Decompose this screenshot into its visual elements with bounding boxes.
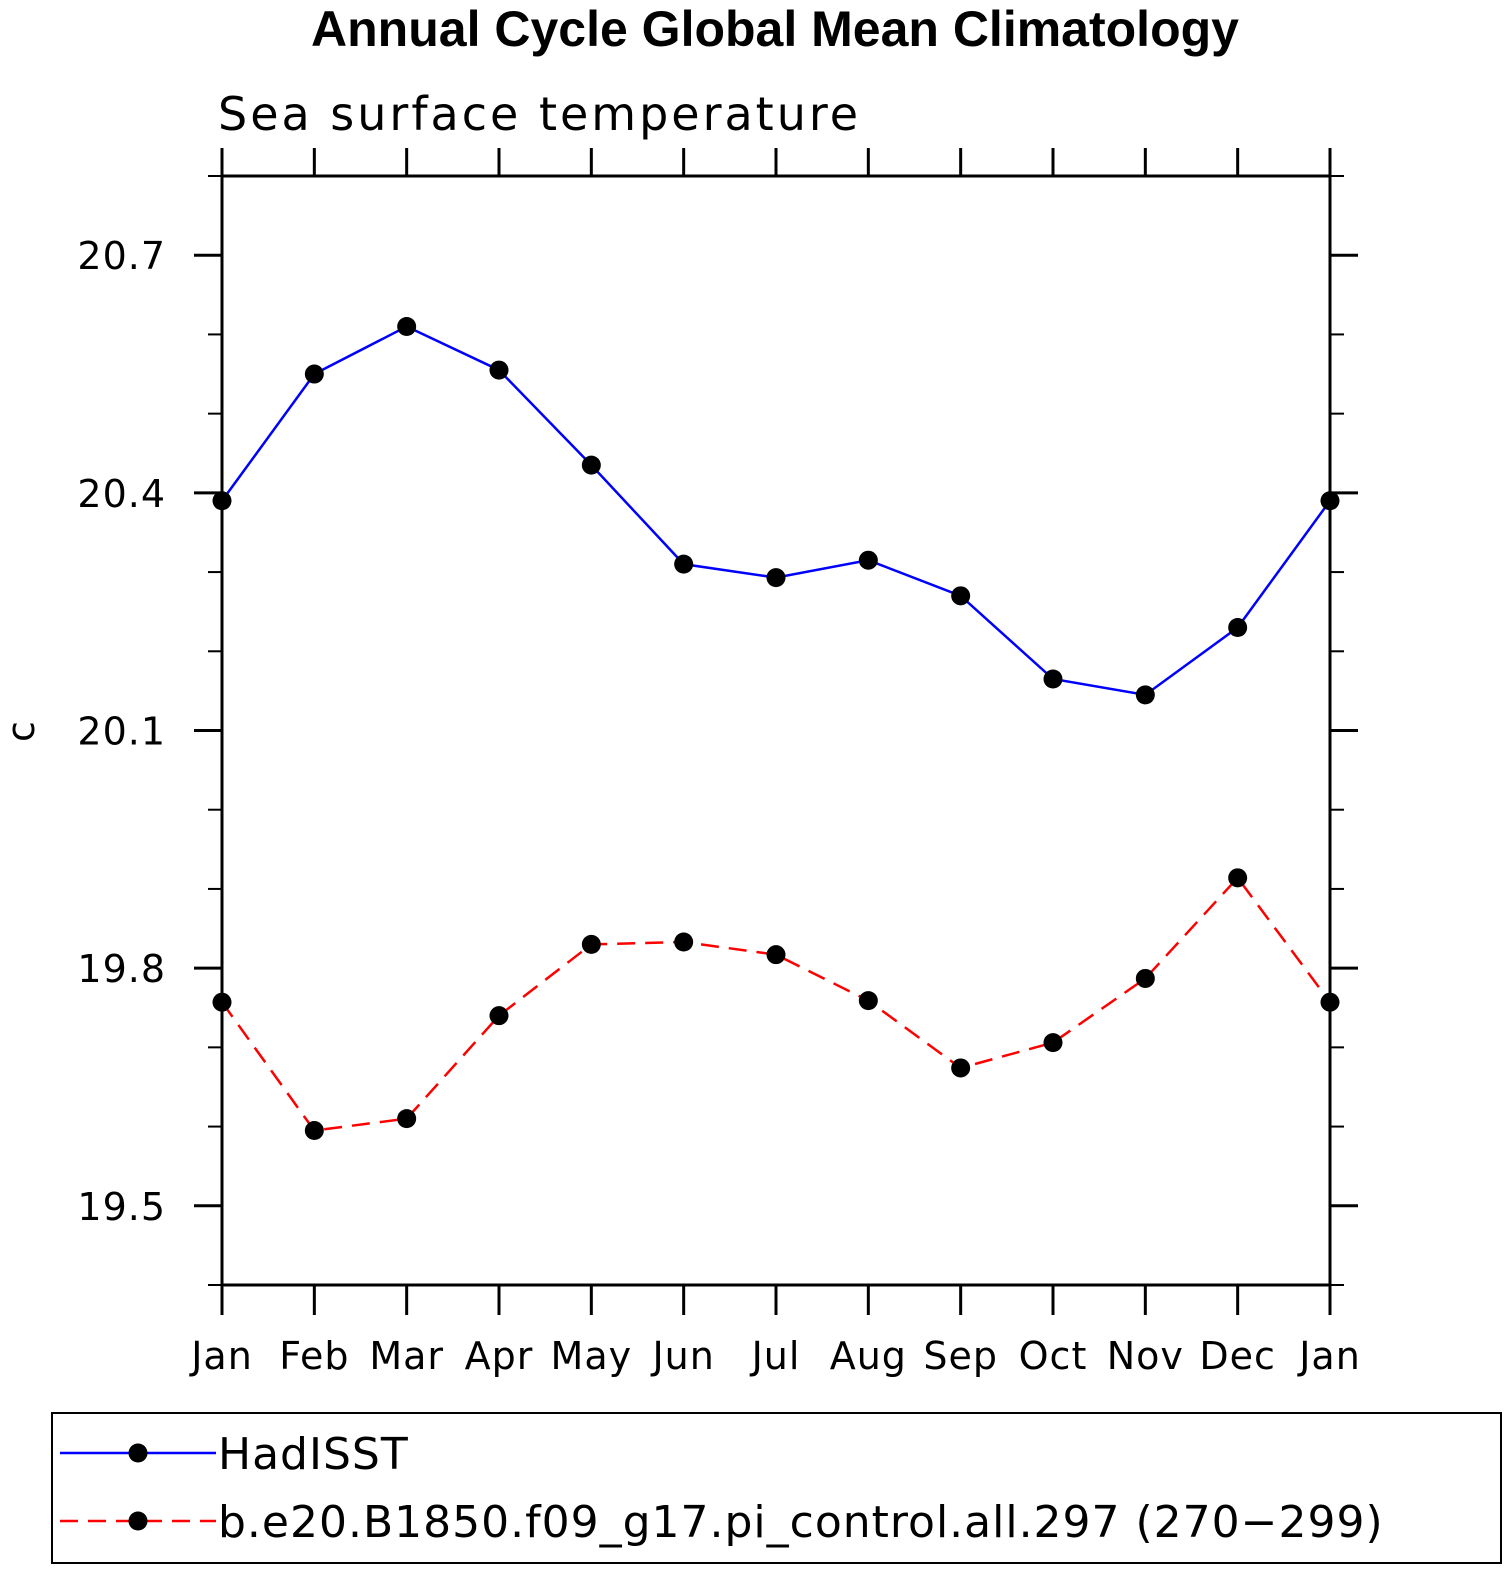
data-point <box>674 554 694 574</box>
y-tick-label: 19.8 <box>77 947 166 991</box>
data-point <box>766 945 786 965</box>
data-point <box>1320 491 1340 511</box>
data-point <box>858 991 878 1011</box>
data-point <box>858 550 878 570</box>
data-point <box>766 568 786 588</box>
x-tick-label: Jun <box>650 1334 714 1378</box>
plot-frame <box>220 174 1332 1287</box>
data-point <box>581 934 601 954</box>
x-tick-label: Aug <box>830 1334 907 1378</box>
data-point <box>212 491 232 511</box>
x-tick-label: Dec <box>1199 1334 1276 1378</box>
data-point <box>304 364 324 384</box>
x-tick-label: Sep <box>923 1334 998 1378</box>
data-point <box>397 317 417 337</box>
y-tick-label: 20.7 <box>77 234 166 278</box>
series-line-0 <box>220 325 1332 697</box>
series-layer <box>212 317 1340 1141</box>
y-tick-label: 20.4 <box>77 472 166 516</box>
data-point <box>1228 868 1248 888</box>
legend-label: HadISST <box>218 1429 409 1480</box>
data-point <box>1135 968 1155 988</box>
x-tick-label: Mar <box>369 1334 444 1378</box>
data-point <box>304 1121 324 1141</box>
x-tick-label: Jul <box>750 1334 801 1378</box>
x-tick-label: Jan <box>1297 1334 1361 1378</box>
legend-label: b.e20.B1850.f09_g17.pi_control.all.297 (… <box>218 1497 1384 1548</box>
data-point <box>489 360 509 380</box>
data-point <box>489 1006 509 1026</box>
legend-marker <box>128 1511 148 1531</box>
y-axis-label: C <box>0 720 43 742</box>
data-point <box>581 455 601 475</box>
data-point <box>951 1058 971 1078</box>
x-tick-label: May <box>551 1334 633 1378</box>
x-tick-label: Feb <box>279 1334 349 1378</box>
chart-subtitle: Sea surface temperature <box>218 87 861 141</box>
legend-marker <box>128 1443 148 1463</box>
data-point <box>1135 685 1155 705</box>
series-line-1 <box>220 875 1332 1132</box>
legend: HadISST b.e20.B1850.f09_g17.pi_control.al… <box>60 1429 1384 1548</box>
data-point <box>1228 618 1248 638</box>
data-point <box>1043 1033 1063 1053</box>
chart-title: Annual Cycle Global Mean Climatology <box>311 1 1239 57</box>
data-point <box>212 992 232 1012</box>
x-tick-label: Nov <box>1107 1334 1184 1378</box>
data-point <box>1320 992 1340 1012</box>
y-tick-label: 20.1 <box>77 710 166 754</box>
data-point <box>674 932 694 952</box>
y-tick-label: 19.5 <box>77 1185 166 1229</box>
x-tick-label: Jan <box>189 1334 253 1378</box>
data-point <box>951 586 971 606</box>
legend-box <box>51 1412 1502 1564</box>
data-point <box>397 1109 417 1129</box>
x-tick-label: Oct <box>1019 1334 1088 1378</box>
data-point <box>1043 669 1063 689</box>
axes: Jan Feb Mar Apr May Jun Jul Aug Sep Oct Nov Dec Jan 1… <box>77 148 1360 1378</box>
x-tick-label: Apr <box>465 1334 534 1378</box>
